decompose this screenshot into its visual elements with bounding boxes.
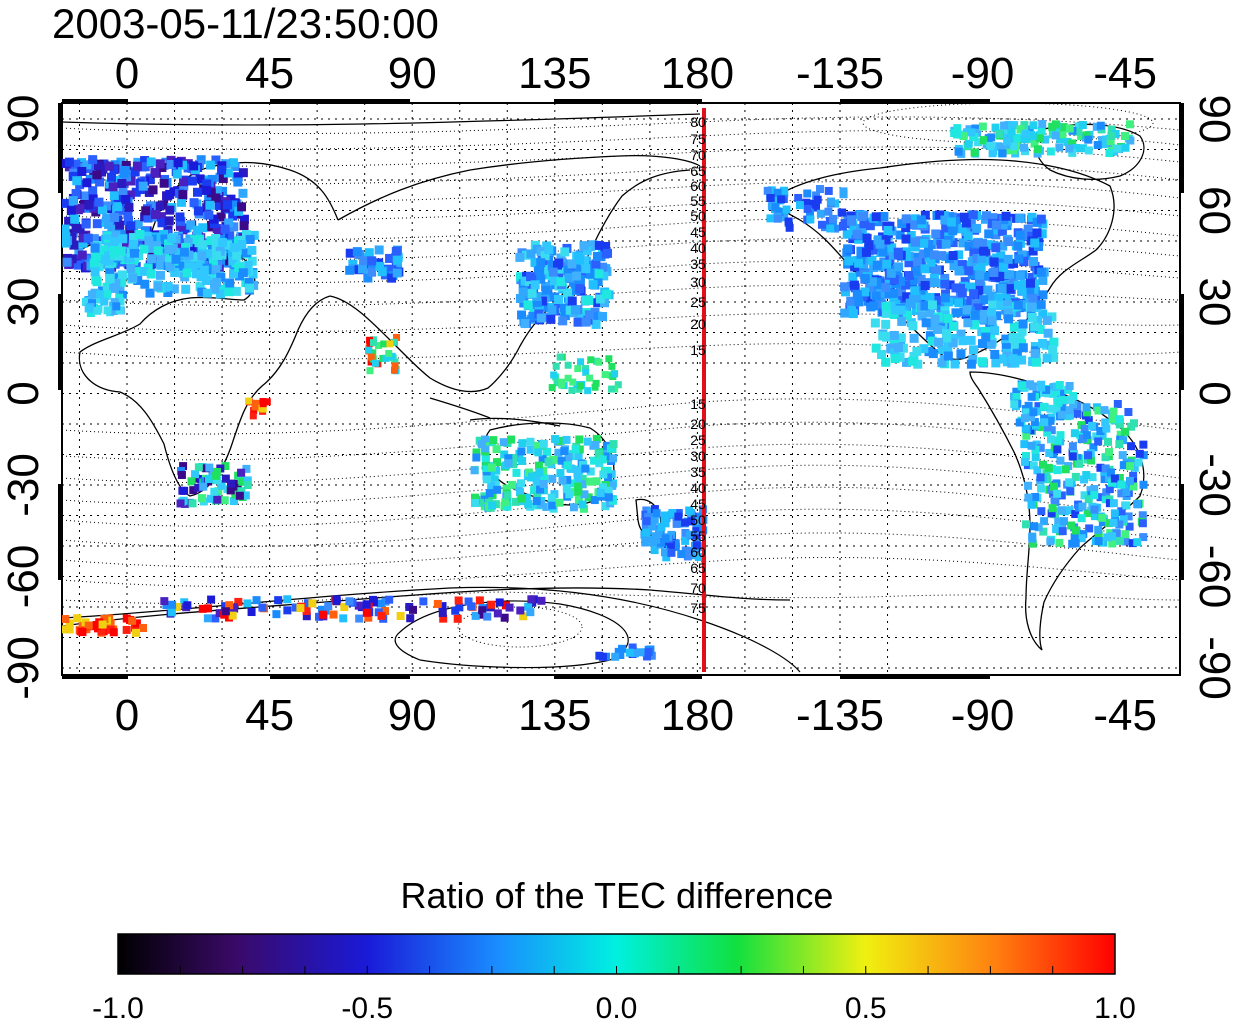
tec-patch	[176, 462, 252, 508]
tec-patch	[763, 185, 848, 233]
right-axis-ticks: 90 60 30 0 -30 -60 -90	[1190, 95, 1239, 700]
top-axis-ticks: 0 45 90 135 180 -135 -90 -45	[115, 49, 1157, 98]
colorbar-tick-label: 0.0	[596, 992, 638, 1024]
mag-label: 30	[690, 274, 706, 290]
top-tick-label: 90	[388, 49, 437, 98]
top-tick-label: -135	[796, 49, 884, 98]
tec-patch	[870, 300, 1059, 369]
left-tick-label: 0	[0, 381, 48, 405]
colorbar-title: Ratio of the TEC difference	[401, 875, 834, 916]
top-tick-label: 45	[245, 49, 294, 98]
left-tick-label: -90	[0, 636, 48, 700]
tec-patch	[548, 353, 622, 395]
mag-label: 75	[690, 600, 706, 616]
right-tick-label: -60	[1190, 545, 1239, 609]
bottom-axis-ticks: 0 45 90 135 180 -135 -90 -45	[115, 691, 1157, 740]
left-tick-label: 90	[0, 95, 48, 144]
right-tick-label: -30	[1190, 453, 1239, 517]
mag-label: 55	[690, 528, 706, 544]
tec-patch	[950, 120, 1135, 158]
mag-label: 35	[690, 256, 706, 272]
colorbar-tick-label: -0.5	[341, 992, 393, 1024]
mag-label: 15	[690, 396, 706, 412]
map-title: 2003-05-11/23:50:00	[52, 0, 439, 47]
mag-label: 75	[690, 131, 706, 147]
top-tick-label: 135	[518, 49, 591, 98]
colorbar-tick-label: -1.0	[92, 992, 144, 1024]
mag-label: 40	[690, 240, 706, 256]
mag-label: 50	[690, 512, 706, 528]
tec-patch	[1020, 400, 1148, 548]
mag-label: 20	[690, 316, 706, 332]
colorbar-tick-label: 0.5	[845, 992, 887, 1024]
bottom-tick-label: 0	[115, 691, 139, 740]
colorbar-tick-label: 1.0	[1094, 992, 1136, 1024]
right-tick-label: 0	[1190, 381, 1239, 405]
bottom-tick-label: 135	[518, 691, 591, 740]
bottom-tick-label: -135	[796, 691, 884, 740]
tec-patch	[1010, 380, 1078, 427]
mag-label: 25	[690, 432, 706, 448]
mag-label: 45	[690, 224, 706, 240]
mag-label: 55	[690, 193, 706, 209]
left-tick-label: 30	[0, 278, 48, 327]
mag-label: 60	[690, 544, 706, 560]
bottom-tick-label: 180	[661, 691, 734, 740]
bottom-tick-label: 45	[245, 691, 294, 740]
tec-patch	[595, 643, 656, 661]
top-tick-label: -90	[951, 49, 1015, 98]
left-tick-label: -60	[0, 545, 48, 609]
mag-label: 65	[690, 163, 706, 179]
mag-label: 70	[690, 147, 706, 163]
tec-patch	[160, 595, 546, 623]
tec-data-patches	[62, 120, 1148, 661]
frame-tick-bands	[58, 99, 1184, 679]
mag-label: 50	[690, 208, 706, 224]
tec-patch	[90, 230, 259, 299]
right-tick-label: 90	[1190, 95, 1239, 144]
left-axis-ticks: 90 60 30 0 -30 -60 -90	[0, 95, 48, 700]
tec-patch	[470, 435, 618, 513]
left-tick-label: 60	[0, 186, 48, 235]
top-tick-label: 180	[661, 49, 734, 98]
tec-patch	[345, 245, 404, 283]
tec-patch	[62, 614, 148, 637]
mag-label: 25	[690, 294, 706, 310]
mag-label: 60	[690, 178, 706, 194]
mag-label: 30	[690, 448, 706, 464]
bottom-tick-label: -90	[951, 691, 1015, 740]
tec-patch	[245, 397, 271, 420]
mag-label: 80	[690, 114, 706, 130]
bottom-tick-label: 90	[388, 691, 437, 740]
tec-patch	[515, 240, 614, 329]
top-tick-label: 0	[115, 49, 139, 98]
mag-label: 20	[690, 416, 706, 432]
tec-patch	[81, 290, 127, 318]
bottom-tick-label: -45	[1093, 691, 1157, 740]
tec-patch	[365, 333, 401, 375]
left-tick-label: -30	[0, 453, 48, 517]
right-tick-label: -90	[1190, 636, 1239, 700]
mag-label: 35	[690, 464, 706, 480]
top-tick-label: -45	[1093, 49, 1157, 98]
right-tick-label: 30	[1190, 278, 1239, 327]
colorbar-ticks: -1.0 -0.5 0.0 0.5 1.0	[92, 966, 1136, 1024]
coastlines	[62, 123, 1145, 651]
mag-label: 70	[690, 580, 706, 596]
right-tick-label: 60	[1190, 186, 1239, 235]
mag-label: 40	[690, 480, 706, 496]
mag-label: 65	[690, 560, 706, 576]
mag-label: 45	[690, 496, 706, 512]
mag-label: 15	[690, 342, 706, 358]
